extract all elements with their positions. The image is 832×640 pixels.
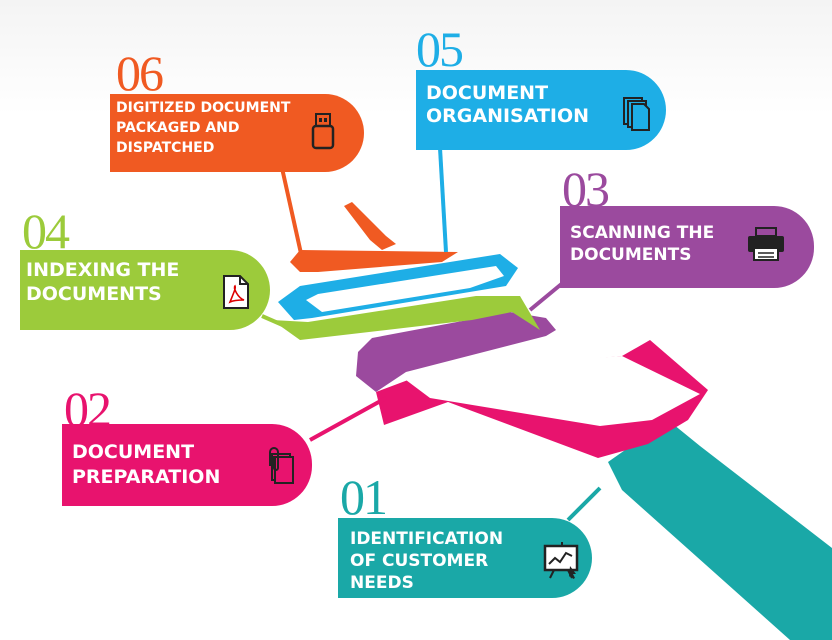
step-06-line-3: DISPATCHED [116, 140, 215, 156]
presentation-board-icon [543, 542, 579, 579]
usb-drive-icon [311, 113, 335, 150]
connector-06 [280, 167, 304, 259]
step-04-number: 04 [22, 203, 70, 259]
path-segment-orange [290, 250, 458, 272]
path-segment-orange-stub [344, 202, 396, 250]
step-06-number: 06 [116, 45, 164, 101]
connector-02 [309, 396, 387, 442]
path-segment-teal [608, 420, 832, 640]
step-04-line-1: INDEXING THE [26, 259, 180, 281]
connector-01 [566, 486, 602, 522]
step-01-number: 01 [340, 469, 388, 525]
step-05-number: 05 [416, 21, 464, 77]
path-segment-green [272, 296, 540, 340]
connector-05 [438, 147, 448, 253]
step-03-line-1: SCANNING THE [570, 223, 715, 243]
step-04-line-2: DOCUMENTS [26, 283, 162, 305]
step-03-line-2: DOCUMENTS [570, 245, 692, 265]
step-01-line-2: OF CUSTOMER [350, 551, 489, 571]
step-04-box: INDEXING THE DOCUMENTS [20, 250, 270, 330]
step-03-number: 03 [562, 161, 610, 217]
pdf-file-icon [223, 275, 249, 309]
path-segment-blue-hole [306, 266, 504, 312]
connector-04 [261, 314, 295, 332]
step-02-line-2: PREPARATION [72, 466, 221, 488]
step-06-line-1: DIGITIZED DOCUMENT [116, 100, 291, 116]
step-02-line-1: DOCUMENT [72, 441, 195, 463]
path-segment-pink-hole [402, 356, 700, 426]
step-05-line-1: DOCUMENT [426, 82, 549, 104]
printer-scanner-icon [748, 227, 784, 261]
step-05-line-2: ORGANISATION [426, 105, 590, 127]
path-segment-purple [356, 312, 556, 392]
step-06-line-2: PACKAGED AND [116, 120, 240, 136]
paperclip-documents-icon [269, 447, 294, 484]
step-06-box: DIGITIZED DOCUMENT PACKAGED AND DISPATCH… [110, 94, 364, 172]
stacked-documents-icon [623, 97, 650, 131]
step-01-line-1: IDENTIFICATION [350, 529, 504, 549]
step-01-line-3: NEEDS [350, 573, 414, 593]
